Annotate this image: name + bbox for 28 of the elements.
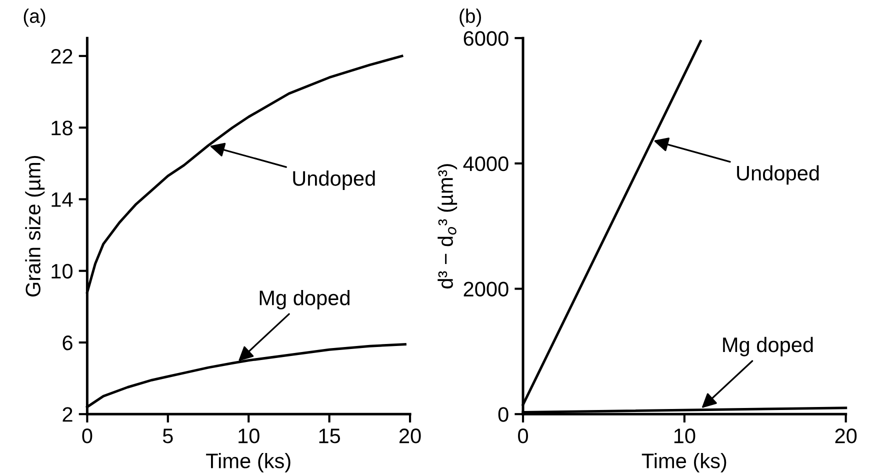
x-tick-label: 0: [518, 428, 528, 444]
y-tick-label: 6: [62, 335, 72, 350]
x-tick-label: 10: [674, 428, 696, 444]
y-tick-label: 2000: [464, 282, 508, 297]
y-tick-label: 6000: [464, 31, 508, 46]
x-tick-label: 10: [238, 428, 260, 444]
y-axis-title: d³ − d$_{o}$³ (µm³): [438, 164, 458, 288]
y-tick-label: 10: [52, 264, 72, 279]
x-tick-label: 15: [319, 428, 340, 444]
annotation: Undoped: [737, 165, 819, 185]
y-tick-label: 0: [498, 407, 508, 422]
y-tick-label: 4000: [463, 156, 508, 172]
x-axis-title: Time (ks): [642, 452, 726, 472]
x-tick-label: 20: [835, 428, 857, 444]
y-axis-title: Grain size (µm): [25, 156, 45, 296]
x-tick-label: 5: [162, 428, 173, 444]
x-axis-title: Time (ks): [206, 452, 290, 472]
x-tick-label: 20: [399, 428, 421, 444]
y-tick-label: 14: [52, 192, 73, 207]
chart-title: (b): [460, 8, 482, 27]
annotation: Undoped: [293, 170, 375, 190]
annotation: Mg doped: [723, 336, 813, 356]
y-tick-label: 22: [51, 48, 72, 64]
x-tick-label: 0: [82, 428, 92, 444]
annotation: Mg doped: [260, 290, 350, 310]
y-tick-label: 2: [62, 407, 72, 422]
y-tick-label: 18: [52, 120, 72, 136]
chart-title: (a): [24, 8, 46, 27]
